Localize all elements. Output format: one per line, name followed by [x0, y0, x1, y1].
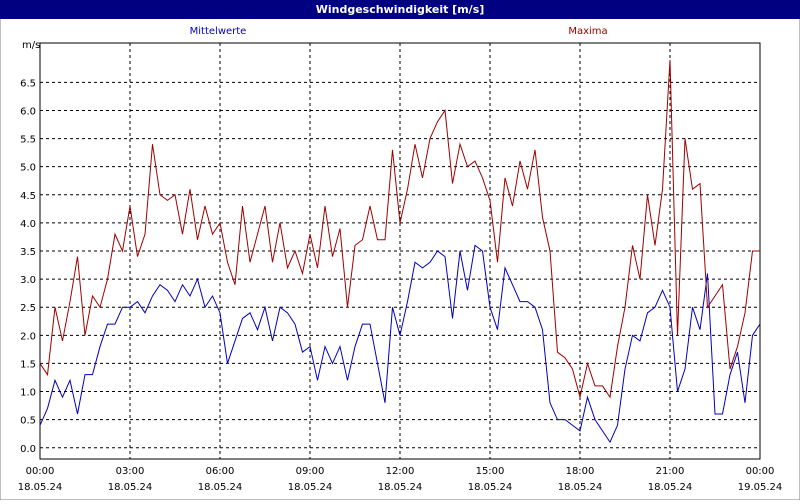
- chart-title: Windgeschwindigkeit [m/s]: [316, 3, 485, 16]
- series-line: [39, 59, 760, 399]
- x-tick-date: 18.05.24: [558, 482, 603, 493]
- y-tick-label: 6.5: [20, 78, 36, 89]
- x-tick-label: 03:00: [116, 466, 145, 477]
- y-tick-label: 0.0: [20, 444, 36, 455]
- x-tick-date: 19.05.24: [738, 482, 783, 493]
- x-tick-date: 18.05.24: [108, 482, 153, 493]
- y-tick-label: 6.0: [20, 106, 36, 117]
- x-tick-date: 18.05.24: [18, 482, 63, 493]
- series-line: [39, 244, 761, 444]
- y-tick-label: 2.0: [20, 331, 36, 342]
- title-bar: [0, 0, 800, 19]
- y-tick-label: 3.0: [20, 275, 36, 286]
- y-axis-label: m/s: [22, 40, 40, 51]
- y-tick-label: 1.5: [20, 359, 36, 370]
- y-tick-label: 1.0: [20, 388, 36, 399]
- x-tick-label: 12:00: [386, 466, 415, 477]
- x-tick-label: 18:00: [566, 466, 595, 477]
- x-tick-date: 18.05.24: [198, 482, 243, 493]
- x-tick-label: 00:00: [746, 466, 775, 477]
- y-tick-label: 5.0: [20, 163, 36, 174]
- legend-label: Mittelwerte: [190, 26, 247, 37]
- y-tick-label: 5.5: [20, 135, 36, 146]
- y-tick-label: 0.5: [20, 416, 36, 427]
- legend-label: Maxima: [568, 26, 607, 37]
- x-tick-label: 21:00: [656, 466, 685, 477]
- x-tick-label: 06:00: [206, 466, 235, 477]
- y-tick-label: 2.5: [20, 303, 36, 314]
- x-tick-date: 18.05.24: [468, 482, 513, 493]
- x-tick-date: 18.05.24: [378, 482, 423, 493]
- x-tick-label: 00:00: [26, 466, 55, 477]
- x-tick-date: 18.05.24: [288, 482, 333, 493]
- x-tick-label: 15:00: [476, 466, 505, 477]
- x-tick-date: 18.05.24: [648, 482, 693, 493]
- x-tick-label: 09:00: [296, 466, 325, 477]
- y-tick-label: 3.5: [20, 247, 36, 258]
- y-tick-label: 4.0: [20, 219, 36, 230]
- y-tick-label: 4.5: [20, 191, 36, 202]
